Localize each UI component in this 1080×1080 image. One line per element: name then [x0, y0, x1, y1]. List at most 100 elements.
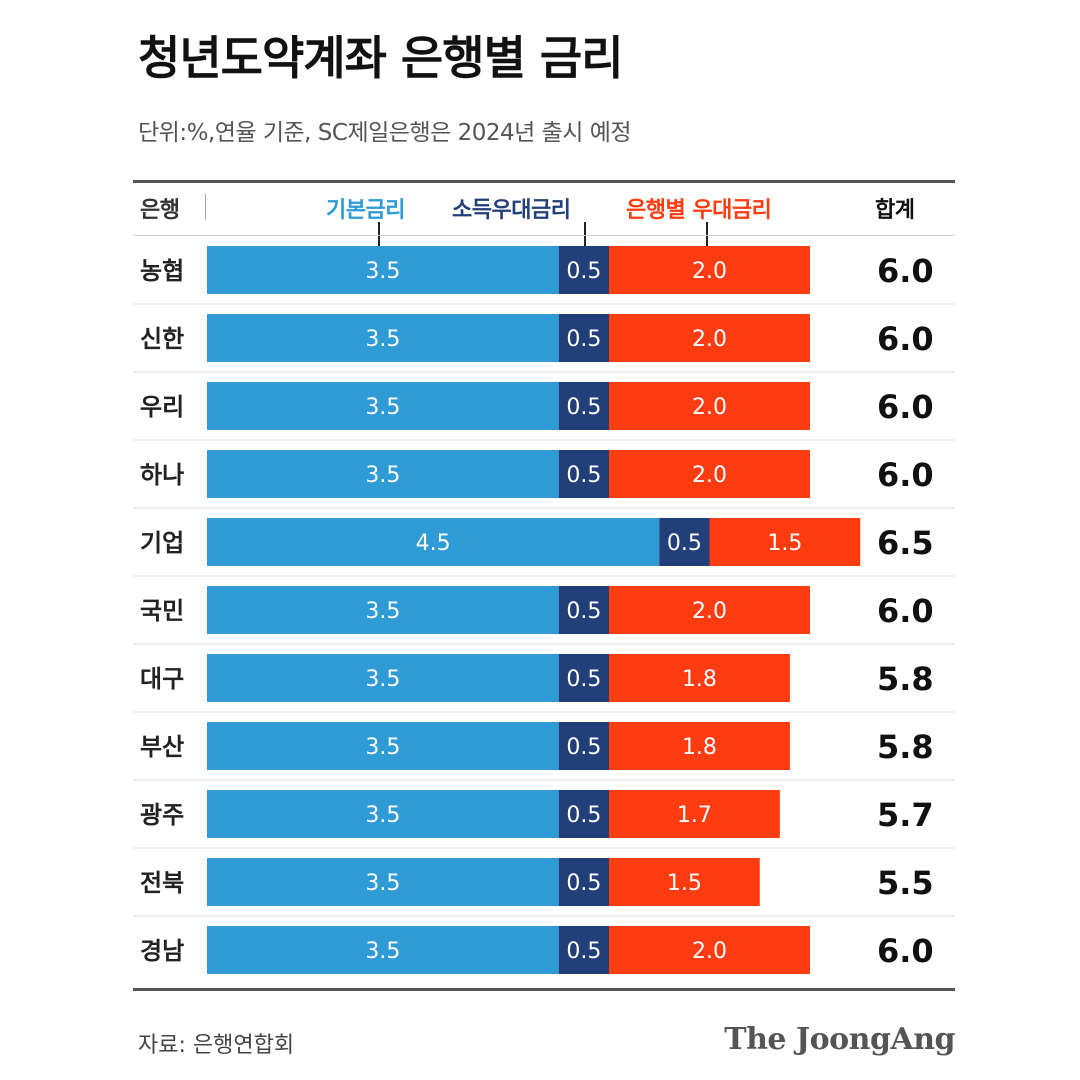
- bar-value-label: 0.5: [566, 735, 601, 760]
- total-value-label: 5.7: [877, 796, 934, 834]
- total-value-label: 6.5: [877, 524, 934, 562]
- total-value-label: 6.0: [877, 932, 934, 970]
- bar-segment-base: [207, 926, 559, 974]
- top-rule: [133, 180, 955, 183]
- bar-value-label: 3.5: [365, 803, 400, 828]
- bar-segment-income: [558, 246, 609, 294]
- bar-segment-bank: [609, 246, 810, 294]
- bar-segment-base: [207, 518, 660, 566]
- legend-pointer-bank: [706, 222, 708, 252]
- bank-label: 신한: [140, 325, 184, 353]
- bar-value-label: 0.5: [566, 327, 601, 352]
- source-note: 자료: 은행연합회: [138, 1033, 295, 1058]
- bar-value-label: 1.5: [767, 531, 802, 556]
- total-value-label: 5.8: [877, 728, 934, 766]
- total-value-label: 6.0: [877, 252, 934, 290]
- bar-value-label: 0.5: [566, 395, 601, 420]
- bar-segment-bank: [609, 450, 810, 498]
- bar-value-label: 0.5: [566, 939, 601, 964]
- bar-segment-bank: [609, 790, 780, 838]
- bar-value-label: 3.5: [365, 259, 400, 284]
- header-rule: [133, 235, 955, 236]
- header-bank-label: 은행: [140, 198, 180, 223]
- bank-label: 국민: [140, 597, 184, 625]
- bar-value-label: 2.0: [692, 395, 727, 420]
- bar-value-label: 2.0: [692, 939, 727, 964]
- bar-value-label: 3.5: [365, 463, 400, 488]
- bar-value-label: 3.5: [365, 735, 400, 760]
- bar-segment-bank: [609, 654, 790, 702]
- bar-value-label: 2.0: [692, 599, 727, 624]
- header-total-label: 합계: [875, 198, 915, 223]
- bank-label: 하나: [140, 461, 184, 489]
- bar-value-label: 1.5: [667, 871, 702, 896]
- bank-label: 우리: [140, 393, 184, 421]
- bar-segment-base: [207, 790, 559, 838]
- bar-segment-income: [558, 654, 609, 702]
- bar-segment-bank: [609, 722, 790, 770]
- bottom-rule: [133, 988, 955, 991]
- bar-value-label: 3.5: [365, 939, 400, 964]
- bar-segment-base: [207, 586, 559, 634]
- total-value-label: 6.0: [877, 592, 934, 630]
- legend-pointer-base: [378, 222, 380, 252]
- bar-value-label: 1.7: [677, 803, 712, 828]
- bar-value-label: 4.5: [416, 531, 451, 556]
- bar-segment-bank: [609, 926, 810, 974]
- bar-value-label: 3.5: [365, 871, 400, 896]
- bar-value-label: 2.0: [692, 259, 727, 284]
- bar-segment-income: [558, 450, 609, 498]
- bank-label: 경남: [140, 937, 184, 965]
- total-value-label: 5.5: [877, 864, 934, 902]
- bar-segment-income: [659, 518, 710, 566]
- bar-segment-base: [207, 722, 559, 770]
- bank-label: 대구: [140, 665, 184, 693]
- bar-segment-income: [558, 858, 609, 906]
- bar-segment-bank: [609, 382, 810, 430]
- bar-segment-bank: [609, 586, 810, 634]
- legend-bank-rate: 은행별 우대금리: [626, 198, 772, 223]
- bar-segment-income: [558, 382, 609, 430]
- bar-segment-base: [207, 246, 559, 294]
- legend-pointer-income: [584, 222, 586, 252]
- brand-logo: The JoongAng: [724, 1022, 955, 1057]
- bar-segment-income: [558, 926, 609, 974]
- bar-value-label: 0.5: [566, 667, 601, 692]
- bar-value-label: 3.5: [365, 599, 400, 624]
- bar-value-label: 2.0: [692, 327, 727, 352]
- bar-value-label: 3.5: [365, 327, 400, 352]
- bar-value-label: 0.5: [667, 531, 702, 556]
- bar-value-label: 1.8: [682, 735, 717, 760]
- bar-value-label: 1.8: [682, 667, 717, 692]
- chart-subtitle: 단위:%,연율 기준, SC제일은행은 2024년 출시 예정: [138, 120, 632, 146]
- bar-value-label: 0.5: [566, 803, 601, 828]
- bar-value-label: 0.5: [566, 599, 601, 624]
- bank-label: 부산: [140, 733, 184, 761]
- bar-segment-bank: [609, 314, 810, 362]
- bar-segment-income: [558, 314, 609, 362]
- bar-value-label: 0.5: [566, 871, 601, 896]
- bar-value-label: 0.5: [566, 259, 601, 284]
- total-value-label: 6.0: [877, 388, 934, 426]
- bar-segment-income: [558, 722, 609, 770]
- bar-segment-base: [207, 382, 559, 430]
- legend-base-rate: 기본금리: [326, 198, 405, 223]
- total-value-label: 6.0: [877, 456, 934, 494]
- bar-segment-bank: [709, 518, 861, 566]
- bar-value-label: 3.5: [365, 395, 400, 420]
- total-value-label: 5.8: [877, 660, 934, 698]
- bar-segment-base: [207, 450, 559, 498]
- bar-value-label: 3.5: [365, 667, 400, 692]
- bank-label: 농협: [140, 257, 184, 285]
- bank-label: 광주: [140, 801, 184, 829]
- header-separator: [205, 194, 206, 220]
- bar-segment-base: [207, 654, 559, 702]
- bank-label: 전북: [140, 869, 184, 897]
- bar-segment-base: [207, 858, 559, 906]
- total-value-label: 6.0: [877, 320, 934, 358]
- bar-segment-base: [207, 314, 559, 362]
- bar-segment-income: [558, 790, 609, 838]
- bar-value-label: 2.0: [692, 463, 727, 488]
- chart-title: 청년도약계좌 은행별 금리: [138, 31, 624, 85]
